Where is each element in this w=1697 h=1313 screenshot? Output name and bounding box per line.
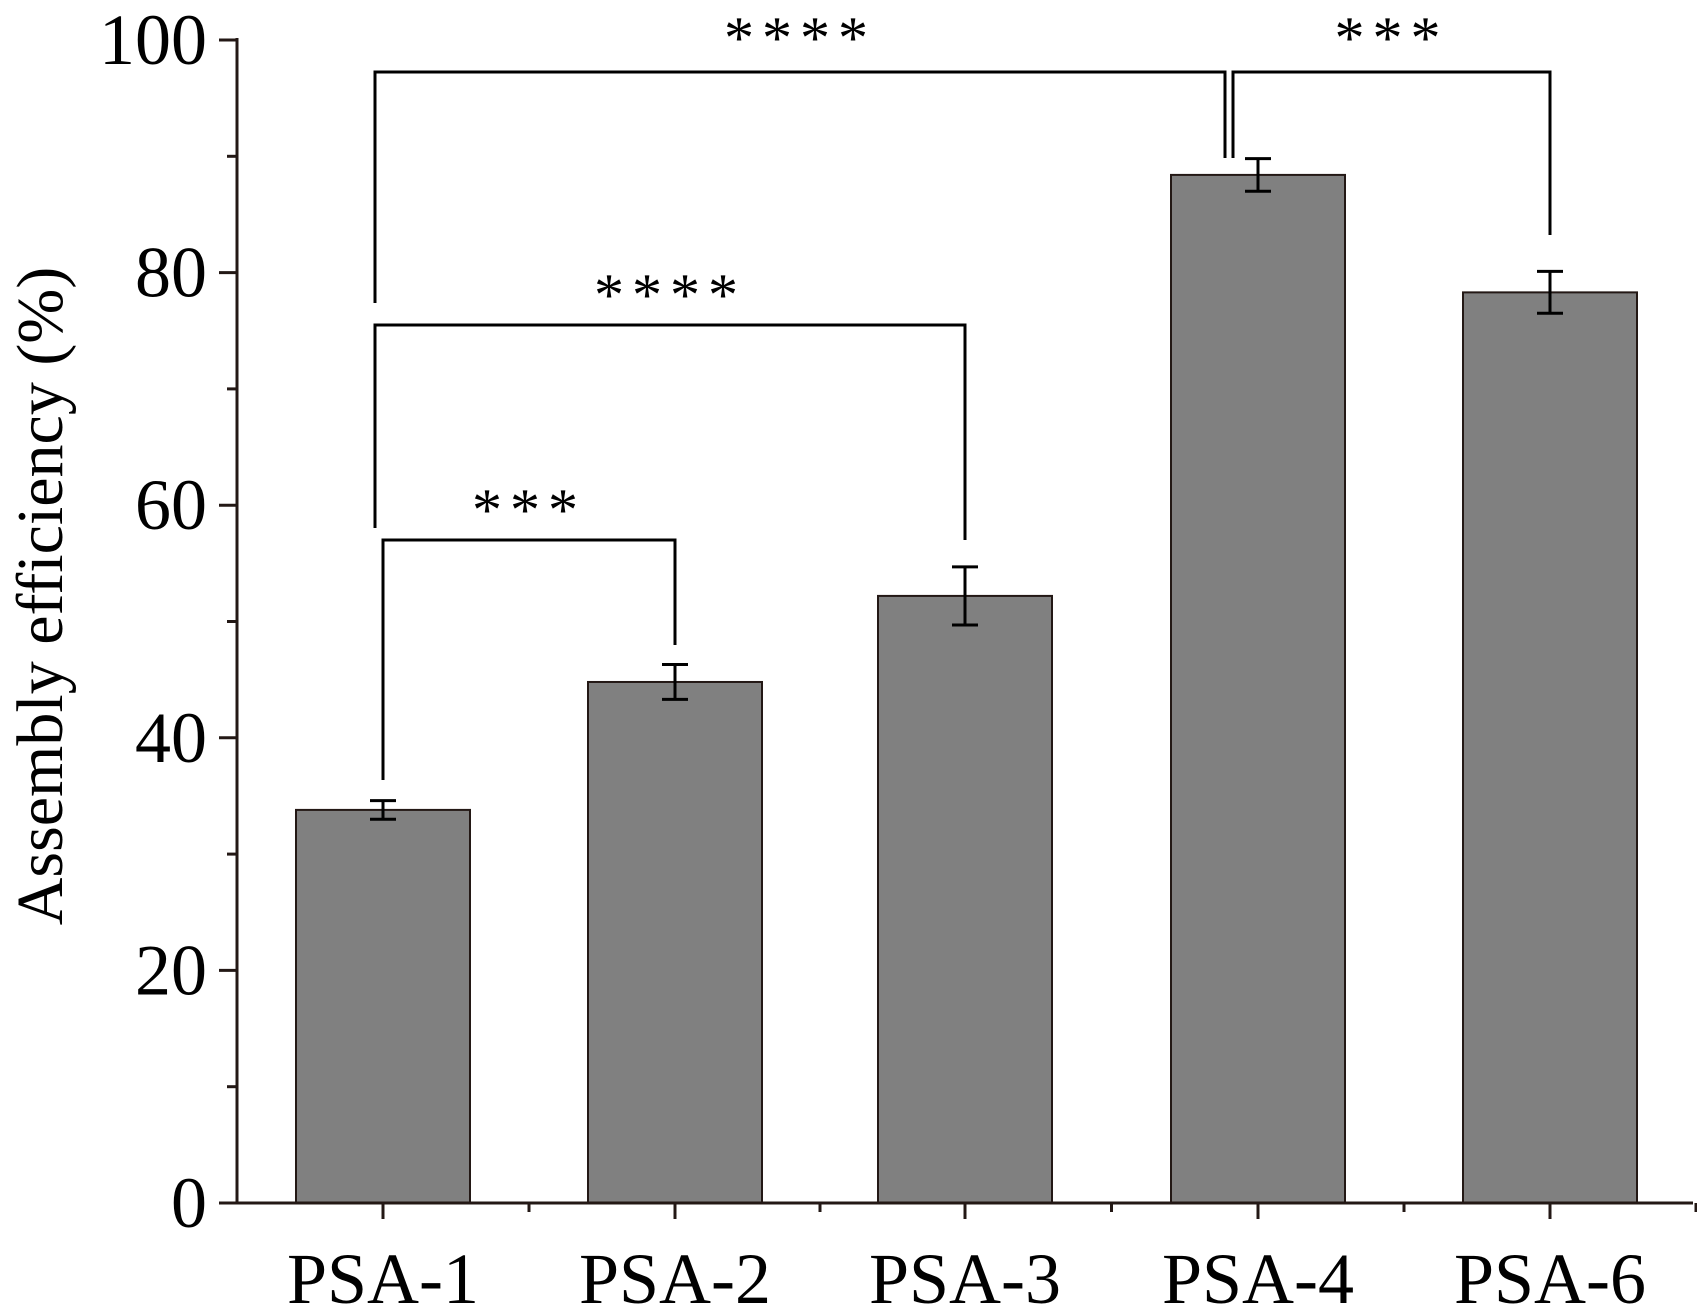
significance-bracket-4: *** <box>1231 5 1552 235</box>
significance-label: *** <box>472 477 586 543</box>
y-tick-label: 80 <box>135 233 207 313</box>
y-tick-label: 40 <box>135 698 207 778</box>
significance-bracket-1: *** <box>381 477 677 780</box>
bracket-line <box>1231 70 1552 235</box>
error-bars-group <box>370 157 1563 821</box>
significance-label: **** <box>594 262 746 328</box>
bracket-line <box>373 323 967 540</box>
significance-bracket-3: **** <box>373 5 1227 303</box>
bar-psa-3 <box>877 594 1053 1204</box>
x-tick-label: PSA-4 <box>1162 1239 1354 1313</box>
error-bar-psa-3 <box>952 565 978 627</box>
bar-psa-4 <box>1170 173 1346 1205</box>
x-tick-label: PSA-6 <box>1454 1239 1646 1313</box>
significance-bracket-2: **** <box>373 262 967 540</box>
significance-brackets-group: *********** *** <box>373 5 1552 780</box>
significance-label: *** <box>1335 5 1449 71</box>
y-tick-label: 100 <box>99 0 207 80</box>
x-tick-label: PSA-2 <box>579 1239 771 1313</box>
y-tick-label: 0 <box>171 1163 207 1243</box>
bar-psa-1 <box>295 808 471 1204</box>
bracket-line <box>381 538 677 780</box>
x-tick-label: PSA-3 <box>869 1239 1061 1313</box>
error-bar-psa-4 <box>1245 157 1271 193</box>
bracket-line <box>373 70 1227 303</box>
x-tick-label: PSA-1 <box>287 1239 479 1313</box>
y-axis-title: Assembly efficiency (%) <box>4 267 77 926</box>
error-bar-psa-6 <box>1537 269 1563 315</box>
y-tick-label: 60 <box>135 465 207 545</box>
error-bar-psa-2 <box>662 663 688 701</box>
bar-psa-6 <box>1462 291 1638 1205</box>
y-tick-label: 20 <box>135 930 207 1010</box>
axes-group: 0 20 40 60 80 100 PSA-1 PSA-2 PSA-3 PSA-4 PSA-6 <box>99 0 1697 1313</box>
error-bar-psa-1 <box>370 799 396 821</box>
significance-label: **** <box>724 5 876 71</box>
bar-psa-2 <box>587 680 763 1204</box>
